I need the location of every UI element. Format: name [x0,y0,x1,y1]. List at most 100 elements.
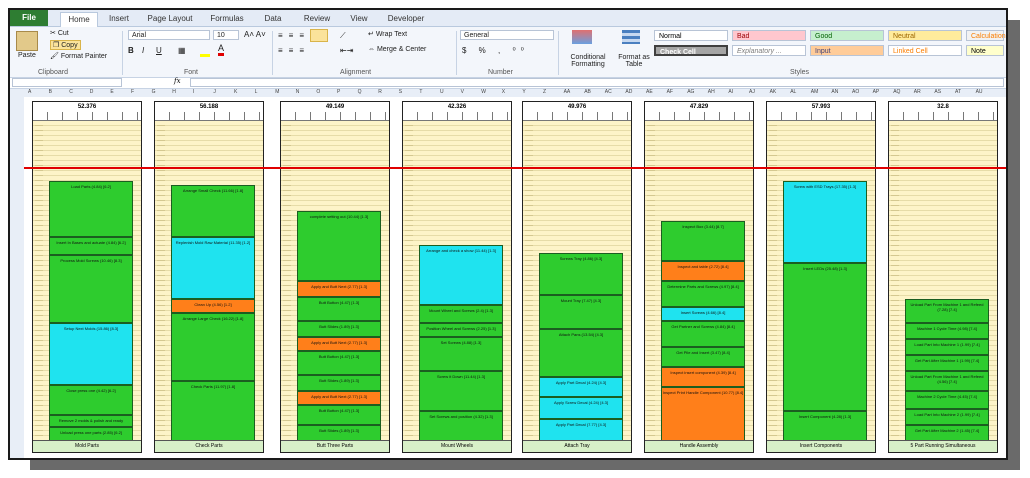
work-element[interactable]: Apply and Butt Next (2.77) [1.3] [297,281,381,297]
cell-style-neutral[interactable]: Neutral [888,30,962,41]
work-element[interactable]: Butt Button (4.47) [1.3] [297,297,381,321]
column-header[interactable]: Q [357,89,362,95]
work-element[interactable]: Butt Slides (1.89) [1.3] [297,425,381,441]
work-element[interactable]: Process Mold Screws (10.46) [8.3] [49,255,133,323]
work-element[interactable]: Arrange Small Check (11.66) [1.8] [171,185,255,237]
name-box[interactable] [12,78,122,87]
column-header[interactable]: D [89,89,94,95]
copy-button[interactable]: ❐ Copy [50,40,81,50]
column-header[interactable]: AE [646,89,653,95]
cell-style-input[interactable]: Input [810,45,884,56]
work-element[interactable]: Attach Pans (13.54) [4.3] [539,329,623,377]
work-element[interactable]: Load Part Into Machine 2 (1.99) [7.4] [905,409,989,425]
number-format-select[interactable]: General [460,30,554,40]
tab-view[interactable]: View [350,14,368,23]
work-element[interactable]: Screw it Down (11.44) [1.3] [419,371,503,411]
font-size-select[interactable]: 10 [213,30,239,40]
column-header[interactable]: A [28,89,32,95]
column-header[interactable]: K [234,89,238,95]
column-header[interactable]: P [337,89,341,95]
column-header[interactable]: AN [831,89,839,95]
work-element[interactable]: Apply and Butt Next (2.77) [1.3] [297,391,381,405]
column-header[interactable]: T [419,89,423,95]
work-element[interactable]: Insert In Bases and actuate (4.84) [6.2] [49,237,133,255]
column-header[interactable]: J [213,89,216,95]
tab-insert[interactable]: Insert [108,14,129,23]
borders-icon[interactable]: ▦ [178,46,186,55]
underline-icon[interactable]: U [156,46,162,55]
work-element[interactable]: Machine 2 Cycle Time (4.45) [7.4] [905,391,989,409]
work-element[interactable]: Butt Button (4.47) [1.3] [297,351,381,375]
number-format-icons[interactable]: $ % , ⁰⁰ [462,46,529,55]
column-header[interactable]: S [398,89,403,95]
bold-icon[interactable]: B [128,46,134,55]
work-element[interactable]: Clean Up (4.56) [1.2] [171,299,255,313]
formula-input[interactable] [190,78,1004,87]
work-element[interactable]: Machine 1 Cycle Time (4.98) [7.4] [905,323,989,339]
column-header[interactable]: AS [934,89,942,95]
wrap-text-button[interactable]: ↵ Wrap Text [368,30,407,38]
column-header[interactable]: H [172,89,176,95]
column-header[interactable]: AD [625,89,633,95]
tab-developer[interactable]: Developer [387,14,425,23]
tab-file[interactable]: File [10,10,48,26]
work-element[interactable]: Butt Slides (1.89) [1.3] [297,321,381,337]
column-header[interactable]: I [192,89,195,95]
align-top-icons[interactable]: ≡≡≡ [278,31,311,40]
work-element[interactable]: Arrange and check a show (11.44) [1.3] [419,245,503,305]
column-header[interactable]: AO [852,89,860,95]
column-header[interactable]: AU [975,89,983,95]
work-element[interactable]: Insert Component (4.28) [1.3] [783,411,867,441]
work-element[interactable]: Butt Button (4.47) [1.3] [297,405,381,425]
cut-button[interactable]: ✂ Cut [50,29,69,37]
work-element[interactable]: Get Part After Machine 1 (1.99) [7.4] [905,355,989,371]
paste-button[interactable]: Paste [18,52,36,59]
work-element[interactable]: Apply Screw Decal (4.24) [4.3] [539,397,623,419]
work-element[interactable]: Get Partner and Screws (4.84) [8.4] [661,321,745,347]
column-header[interactable]: AL [790,89,797,95]
column-header[interactable]: AT [955,89,962,95]
cell-style-bad[interactable]: Bad [732,30,806,41]
work-element[interactable]: Apply Part Decal (4.24) [4.3] [539,377,623,397]
column-header[interactable]: B [48,89,52,95]
work-element[interactable]: Set Screws (4.88) [1.3] [419,337,503,371]
work-element[interactable]: Load Parts (4.84) [6.2] [49,181,133,237]
column-header[interactable]: M [275,89,280,95]
tab-formulas[interactable]: Formulas [210,14,244,23]
cell-style-calculation[interactable]: Calculation [966,30,1006,41]
column-header[interactable]: W [481,89,486,95]
column-header[interactable]: AB [584,89,591,95]
column-header[interactable]: O [316,89,321,95]
work-element[interactable]: Mount Tray (7.47) [4.3] [539,295,623,329]
work-element[interactable]: Apply and Butt Next (2.77) [1.3] [297,337,381,351]
column-header[interactable]: R [378,89,382,95]
column-header[interactable]: G [151,89,156,95]
column-header[interactable]: X [501,89,506,95]
column-header[interactable]: E [110,89,114,95]
format-as-table-button[interactable]: Format as Table [618,54,650,68]
align-bottom-icon[interactable] [310,29,328,42]
tab-data[interactable]: Data [264,14,282,23]
work-element[interactable]: Get Pile and Insert (3.47) [8.4] [661,347,745,367]
work-element[interactable]: Screw with ESD Trays (17.35) [1.3] [783,181,867,263]
work-element[interactable]: Unload Part From Machine 1 and Refeed (7… [905,299,989,323]
column-header[interactable]: AI [728,89,734,95]
work-element[interactable]: Insert Screws (4.66) [8.4] [661,307,745,321]
cell-style-normal[interactable]: Normal [654,30,728,41]
cell-style-good[interactable]: Good [810,30,884,41]
work-element[interactable]: Inspect insert component (4.39) [8.4] [661,367,745,387]
work-element[interactable]: Get Part After Machine 2 (1.45) [7.4] [905,425,989,441]
work-element[interactable]: Check Parts (11.97) [1.8] [171,381,255,441]
work-element[interactable]: Load Part Into Machine 1 (1.99) [7.4] [905,339,989,355]
tab-page-layout[interactable]: Page Layout [147,14,193,23]
tab-home[interactable]: Home [60,12,98,27]
work-element[interactable]: Screws Tray (4.86) [4.3] [539,253,623,295]
work-element[interactable]: Insert LEDs (25.48) [1.3] [783,263,867,411]
cell-style-explanatory[interactable]: Explanatory ... [732,45,806,56]
column-header[interactable]: AQ [893,89,901,95]
column-header[interactable]: Z [543,89,547,95]
column-header[interactable]: AF [666,89,673,95]
italic-icon[interactable]: I [142,46,145,55]
cell-style-note[interactable]: Note [966,45,1004,56]
cell-style-linked-cell[interactable]: Linked Cell [888,45,962,56]
